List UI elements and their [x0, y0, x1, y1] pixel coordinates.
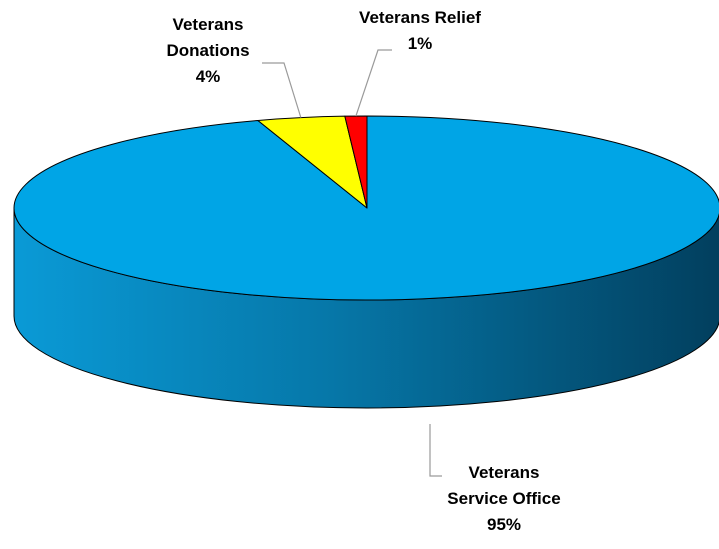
slice-pct-veterans-service-office: 95%: [486, 515, 522, 534]
slice-label-veterans-relief: Veterans Relief 1%: [330, 5, 510, 57]
slice-name-veterans-donations-line2: Donations: [166, 41, 250, 60]
leader-line-veterans-service-office: [429, 424, 442, 477]
slice-name-veterans-service-office-line1: Veterans: [468, 463, 540, 482]
slice-label-veterans-donations: Veterans Donations 4%: [118, 12, 298, 90]
slice-name-veterans-relief: Veterans Relief: [359, 8, 481, 27]
slice-label-veterans-service-office: Veterans Service Office 95%: [414, 460, 594, 538]
slice-pct-veterans-relief: 1%: [407, 34, 433, 53]
slice-name-veterans-donations-line1: Veterans: [172, 15, 244, 34]
leader-line-veterans-relief: [355, 49, 392, 117]
slice-pct-veterans-donations: 4%: [195, 67, 221, 86]
leader-line-veterans-donations: [262, 62, 302, 118]
slice-name-veterans-service-office-line2: Service Office: [447, 489, 561, 508]
slice-veterans-relief: [344, 115, 368, 209]
